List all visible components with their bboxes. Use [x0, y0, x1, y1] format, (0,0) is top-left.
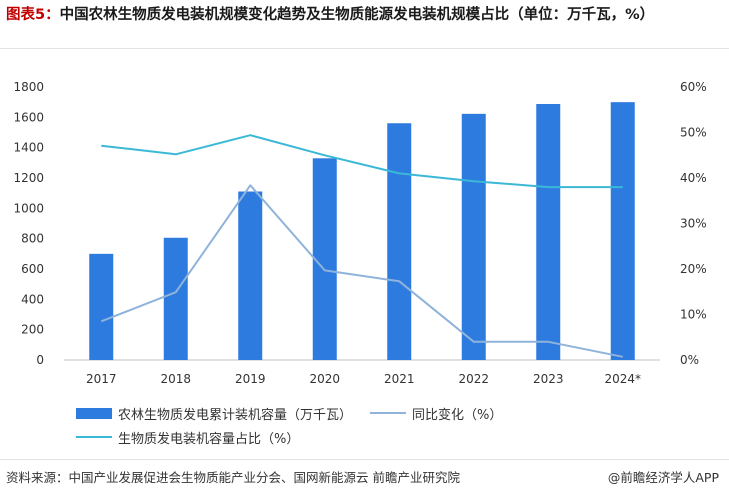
- bar-capacity: [387, 123, 412, 360]
- legend-label-capacity: 农林生物质发电累计装机容量（万千瓦）: [118, 407, 353, 423]
- right-tick-label: 20%: [680, 262, 707, 276]
- legend-label-yoy: 同比变化（%）: [412, 407, 503, 423]
- left-tick-label: 0: [36, 353, 44, 367]
- left-tick-label: 1600: [13, 110, 44, 124]
- left-tick-label: 1800: [13, 80, 44, 94]
- x-tick-label: 2017: [86, 372, 117, 386]
- right-tick-label: 0%: [680, 353, 699, 367]
- line-yoy-change: [100, 184, 623, 358]
- left-tick-label: 800: [21, 232, 44, 246]
- legend-item-yoy: 同比变化（%）: [370, 404, 502, 423]
- legend-swatch-yoy: [370, 412, 407, 414]
- right-tick-label: 30%: [680, 217, 707, 231]
- x-tick-label: 2018: [160, 372, 191, 386]
- legend: 农林生物质发电累计装机容量（万千瓦） 同比变化（%） 生物质发电装机容量占比（%…: [76, 401, 716, 449]
- title-prefix: 图表5：: [6, 7, 60, 23]
- bar-capacity: [461, 113, 486, 360]
- chart-area: 0 200 400 600 800 1000 1200 1400 1600 1800 0% 10% 20…: [13, 80, 707, 386]
- left-tick-label: 600: [21, 262, 44, 276]
- chart-title: 图表5：中国农林生物质发电装机规模变化趋势及生物质能源发电装机规模占比（单位：万…: [6, 6, 718, 25]
- footer-divider: [0, 459, 729, 460]
- line-capacity-share: [101, 134, 623, 189]
- x-tick-label: 2021: [384, 372, 415, 386]
- right-tick-label: 50%: [680, 126, 707, 140]
- bar-capacity: [89, 253, 114, 360]
- brand-watermark: @前瞻经济学人APP: [607, 470, 719, 485]
- x-tick-label: 2019: [235, 372, 266, 386]
- bar-capacity: [312, 158, 337, 360]
- left-tick-label: 1000: [13, 201, 44, 215]
- right-tick-label: 60%: [680, 80, 707, 94]
- left-tick-label: 200: [21, 323, 44, 337]
- legend-label-share: 生物质发电装机容量占比（%）: [118, 431, 300, 447]
- legend-swatch-capacity: [76, 407, 112, 419]
- right-tick-label: 40%: [680, 171, 707, 185]
- x-tick-label: 2024*: [604, 372, 641, 386]
- title-text: 中国农林生物质发电装机规模变化趋势及生物质能源发电装机规模占比（单位：万千瓦，%…: [59, 7, 655, 23]
- left-tick-label: 1200: [13, 171, 44, 185]
- bar-capacity: [610, 102, 635, 361]
- left-tick-label: 1400: [13, 141, 44, 155]
- x-tick-label: 2020: [309, 372, 340, 386]
- bar-capacity: [163, 237, 188, 360]
- bar-capacity: [536, 103, 561, 360]
- legend-item-capacity: 农林生物质发电累计装机容量（万千瓦）: [76, 404, 352, 423]
- left-tick-label: 400: [21, 292, 44, 306]
- x-tick-label: 2023: [533, 372, 564, 386]
- title-divider: [0, 48, 729, 49]
- legend-swatch-share: [76, 436, 112, 438]
- bar-capacity: [238, 191, 263, 360]
- source-note: 资料来源：中国产业发展促进会生物质能产业分会、国网新能源云 前瞻产业研究院: [6, 470, 460, 485]
- right-tick-label: 10%: [680, 308, 707, 322]
- legend-item-share: 生物质发电装机容量占比（%）: [76, 428, 299, 447]
- x-tick-label: 2022: [458, 372, 489, 386]
